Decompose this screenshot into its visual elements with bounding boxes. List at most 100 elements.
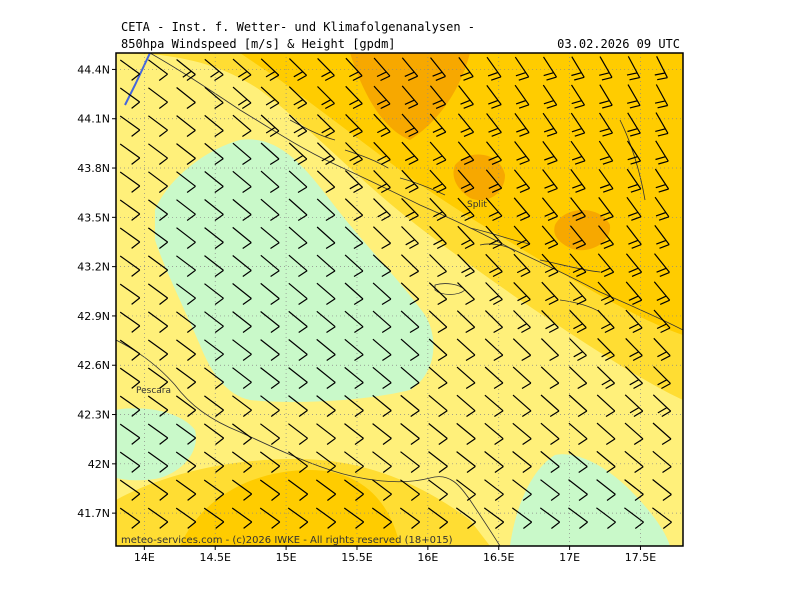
wind-barb	[288, 58, 308, 82]
wind-barb	[232, 283, 252, 305]
wind-barb	[484, 394, 504, 418]
wind-barb	[204, 283, 224, 305]
wind-barb	[288, 451, 308, 473]
wind-barb	[540, 366, 560, 390]
wind-barb	[345, 57, 363, 82]
wind-barb	[288, 282, 308, 305]
wind-barb	[175, 367, 197, 389]
wind-barb	[148, 115, 168, 137]
wind-barb	[456, 394, 476, 418]
wind-barb	[514, 56, 530, 81]
wind-barb	[484, 422, 504, 445]
wind-barb	[204, 171, 224, 193]
lat-label: 41.7N	[77, 507, 110, 520]
wind-barb	[401, 57, 419, 81]
wind-barb	[147, 395, 169, 417]
wind-barb	[653, 337, 671, 362]
copyright-footer: meteo-services.com - (c)2026 IWKE - All …	[121, 535, 453, 546]
wind-barb	[344, 338, 364, 361]
wind-barb	[119, 395, 141, 417]
wind-barb	[260, 114, 280, 138]
wind-barb	[428, 423, 448, 445]
wind-barb	[147, 367, 169, 389]
wind-barb	[231, 507, 253, 529]
wind-barb	[429, 254, 447, 278]
wind-barb	[147, 339, 169, 361]
lon-label: 14.5E	[199, 551, 230, 564]
wind-barb	[568, 394, 588, 418]
wind-barb	[204, 86, 224, 109]
wind-barb	[176, 227, 196, 249]
wind-barb	[400, 366, 420, 390]
wind-barb	[204, 339, 224, 361]
wind-barb	[514, 84, 530, 109]
wind-barb	[400, 423, 420, 445]
wind-barb	[514, 113, 530, 137]
wind-barb	[148, 87, 168, 109]
wind-barb	[400, 338, 420, 362]
wind-barb	[373, 198, 391, 222]
wind-barb	[485, 253, 503, 278]
wind-barb	[344, 395, 364, 417]
wind-speed-min-west	[116, 408, 196, 481]
wind-barb	[486, 141, 502, 165]
wind-barb	[288, 254, 308, 278]
wind-barb	[484, 338, 504, 362]
wind-speed-min-southeast	[510, 454, 670, 546]
wind-barb	[654, 196, 670, 221]
wind-barb	[513, 253, 531, 278]
wind-barb	[512, 422, 532, 445]
wind-barb	[316, 338, 336, 361]
wind-barb	[598, 112, 614, 137]
wind-barb	[428, 282, 448, 306]
wind-barb	[372, 366, 392, 389]
wind-barb	[147, 311, 169, 333]
wind-barb	[655, 112, 669, 137]
wind-barb	[570, 84, 586, 109]
lat-lon-grid	[116, 53, 683, 546]
wind-barb	[428, 338, 448, 362]
wind-barb	[344, 310, 364, 334]
chart-subtitle: 850hpa Windspeed [m/s] & Height [gpdm]	[121, 37, 396, 51]
wind-barb	[427, 507, 449, 529]
wind-barb	[203, 507, 225, 529]
wind-barb	[316, 282, 336, 306]
wind-barb	[542, 141, 558, 165]
wind-barb	[429, 141, 447, 166]
wind-barb	[175, 395, 197, 417]
wind-barb	[428, 366, 448, 390]
wind-barb	[119, 451, 141, 473]
wind-barb	[569, 225, 587, 249]
wind-barb	[204, 255, 224, 277]
wind-barb	[372, 226, 392, 250]
wind-barb	[288, 339, 308, 361]
wind-barb	[345, 113, 363, 138]
wind-barb	[260, 395, 280, 417]
wind-barb	[568, 450, 588, 473]
lon-label: 14E	[134, 551, 155, 564]
wind-barb	[344, 170, 364, 194]
wind-barb	[119, 507, 141, 529]
wind-barb	[598, 168, 614, 193]
wind-barb	[175, 479, 197, 501]
wind-barb	[624, 366, 644, 390]
river	[124, 53, 151, 106]
wind-barb	[542, 169, 558, 193]
wind-barb	[373, 85, 391, 110]
wind-barb	[344, 423, 364, 445]
wind-barb	[147, 283, 169, 305]
wind-barb	[597, 309, 615, 334]
wind-barb	[315, 479, 337, 501]
wind-barb	[232, 142, 252, 166]
wind-barb	[287, 507, 309, 529]
wind-barb	[569, 281, 587, 306]
wind-barb	[428, 310, 448, 334]
wind-barb	[540, 422, 560, 446]
wind-barb	[316, 226, 336, 250]
wind-barb	[512, 366, 532, 390]
wind-barb	[176, 143, 196, 165]
wind-barb	[513, 169, 531, 193]
wind-barb	[232, 86, 252, 110]
wind-barb	[512, 394, 532, 418]
wind-barb	[400, 394, 420, 417]
